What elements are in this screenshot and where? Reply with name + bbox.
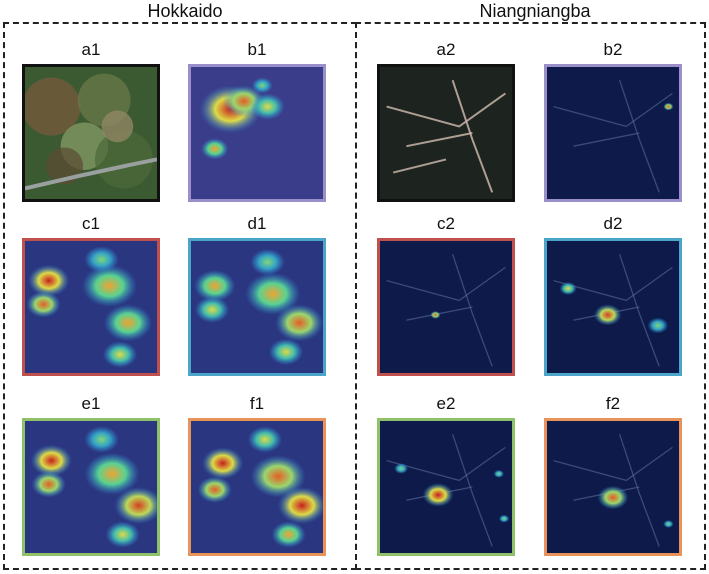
heat-hotspot xyxy=(250,93,285,120)
panel-image xyxy=(544,238,682,376)
heat-hotspot xyxy=(194,270,236,302)
heat-hotspot xyxy=(197,476,232,503)
terrain-patch xyxy=(101,110,134,143)
terrain-patch xyxy=(94,130,154,189)
ridge-line xyxy=(553,92,673,128)
heat-hotspot xyxy=(493,469,504,478)
heat-hotspot xyxy=(82,264,137,307)
ridge-line xyxy=(553,446,673,482)
panel-image xyxy=(188,64,326,202)
heat-hotspot xyxy=(245,272,301,315)
group-title-hokkaido: Hokkaido xyxy=(147,1,223,21)
ridge-line xyxy=(553,266,673,302)
ridge-line xyxy=(451,79,494,193)
heat-hotspot xyxy=(84,246,119,273)
heat-hotspot xyxy=(28,264,70,297)
panel-label: a1 xyxy=(81,40,101,59)
panel-image xyxy=(188,238,326,376)
heat-hotspot xyxy=(430,310,441,319)
heat-hotspot xyxy=(194,296,230,323)
heat-hotspot xyxy=(30,444,72,477)
road-line xyxy=(25,157,157,191)
ridge-line xyxy=(451,433,493,547)
panel-label: f1 xyxy=(249,394,265,413)
ridge-line xyxy=(386,266,506,302)
heat-hotspot xyxy=(250,455,306,498)
ridge-line xyxy=(618,433,660,547)
panel-background xyxy=(380,241,512,373)
panel-label: b2 xyxy=(603,40,623,59)
heat-hotspot xyxy=(268,338,304,366)
panel-image xyxy=(377,238,515,376)
heat-hotspot xyxy=(422,483,454,507)
heat-hotspot xyxy=(202,447,244,480)
panel-image xyxy=(377,64,515,202)
panel-image xyxy=(544,418,682,556)
panel-background xyxy=(380,67,512,199)
heat-hotspot xyxy=(663,520,674,528)
panel-background xyxy=(547,67,679,199)
heat-hotspot xyxy=(102,341,138,368)
panel-image xyxy=(22,238,160,376)
panel-image xyxy=(22,64,160,202)
heat-hotspot xyxy=(647,317,669,334)
panel-label: d2 xyxy=(603,214,623,233)
panel-label: e1 xyxy=(81,394,101,413)
heat-hotspot xyxy=(277,487,323,524)
ridge-line xyxy=(392,158,447,174)
ridge-line xyxy=(386,446,506,482)
heat-hotspot xyxy=(559,281,577,296)
heat-hotspot xyxy=(593,304,622,326)
heat-hotspot xyxy=(84,426,119,453)
group-box-niangniangba xyxy=(355,22,706,570)
heat-hotspot xyxy=(250,248,285,276)
group-title-niangniangba: Niangniangba xyxy=(479,1,591,21)
heat-hotspot xyxy=(275,304,323,342)
panel-label: c2 xyxy=(437,214,455,233)
ridge-line xyxy=(573,132,640,147)
heat-hotspot xyxy=(271,521,306,548)
panel-label: a2 xyxy=(436,40,456,59)
ridge-line xyxy=(406,132,473,148)
panel-label: e2 xyxy=(436,394,456,413)
heat-hotspot xyxy=(103,304,152,342)
ridge-line xyxy=(618,253,660,367)
heat-hotspot xyxy=(394,463,408,474)
heat-hotspot xyxy=(114,487,157,524)
terrain-patch xyxy=(25,77,81,136)
heat-hotspot xyxy=(247,426,283,453)
panel-image xyxy=(22,418,160,556)
heat-hotspot xyxy=(498,514,510,523)
panel-label: f2 xyxy=(605,394,621,413)
heat-hotspot xyxy=(31,471,66,498)
heat-hotspot xyxy=(105,521,140,548)
panel-image xyxy=(544,64,682,202)
panel-label: d1 xyxy=(247,214,267,233)
panel-image xyxy=(188,418,326,556)
ridge-line xyxy=(386,92,506,128)
ridge-line xyxy=(451,253,493,367)
heat-hotspot xyxy=(251,77,273,94)
heat-hotspot xyxy=(663,102,674,111)
heat-hotspot xyxy=(26,291,61,318)
panel-label: b1 xyxy=(247,40,267,59)
heat-hotspot xyxy=(84,452,140,495)
heat-hotspot xyxy=(201,138,229,160)
heat-hotspot xyxy=(597,485,629,510)
panel-label: c1 xyxy=(82,214,100,233)
panel-image xyxy=(377,418,515,556)
ridge-line xyxy=(618,79,660,193)
